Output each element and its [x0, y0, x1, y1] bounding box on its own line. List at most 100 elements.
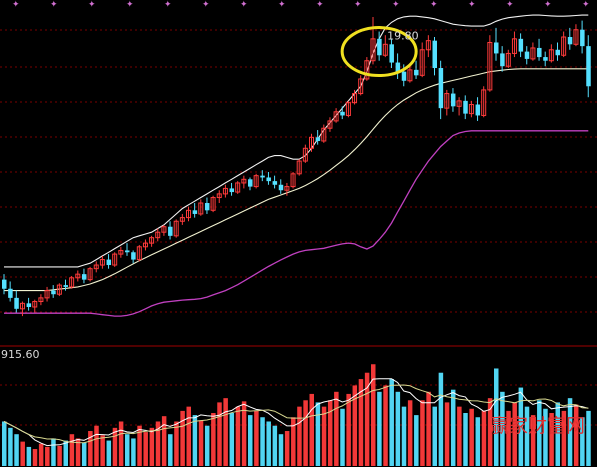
candle-body-51	[315, 137, 321, 141]
candle-body-0	[2, 279, 7, 289]
candle-body-29	[179, 217, 185, 222]
candle-body-18	[112, 253, 118, 266]
top-marker-8: ✦	[316, 0, 324, 10]
candle-body-22	[136, 246, 142, 261]
volume-bar-4	[26, 446, 32, 466]
volume-bar-42	[260, 417, 265, 466]
candle-body-47	[290, 173, 296, 188]
candle-body-58	[358, 78, 364, 95]
candle-body-92	[567, 37, 573, 45]
volume-bar-67	[414, 415, 419, 466]
volume-bar-70	[432, 406, 437, 466]
candle-body-53	[327, 120, 333, 129]
volume-bar-2	[14, 434, 19, 466]
volume-bar-95	[586, 410, 591, 466]
candle-body-8	[51, 290, 56, 295]
candle-body-73	[450, 93, 456, 107]
candle-body-37	[229, 188, 235, 193]
candle-body-71	[438, 68, 444, 109]
volume-bar-21	[131, 438, 136, 466]
volume-bar-43	[266, 421, 271, 466]
candle-body-12	[75, 273, 81, 279]
volume-bar-58	[358, 379, 364, 466]
volume-bar-23	[143, 432, 148, 466]
lower-band-line	[4, 130, 589, 317]
top-marker-10: ✦	[392, 0, 400, 10]
candle-body-9	[56, 284, 62, 295]
candle-body-83	[511, 38, 517, 54]
top-marker-0: ✦	[12, 0, 20, 10]
candle-body-17	[106, 259, 112, 266]
volume-bar-24	[149, 427, 155, 466]
candle-body-56	[345, 102, 351, 116]
volume-bar-68	[420, 400, 425, 466]
volume-bar-61	[377, 391, 382, 466]
volume-bar-41	[254, 410, 259, 466]
candle-body-57	[352, 93, 358, 104]
candle-body-40	[248, 179, 253, 187]
volume-bar-10	[63, 440, 68, 466]
volume-bar-80	[494, 368, 499, 466]
volume-bar-73	[450, 389, 456, 466]
candle-body-72	[444, 93, 450, 109]
volume-bar-55	[340, 408, 345, 466]
volume-bar-59	[364, 372, 370, 466]
candle-body-32	[198, 202, 204, 215]
candle-body-43	[266, 177, 271, 182]
candle-body-94	[580, 29, 585, 47]
candle-body-26	[161, 226, 167, 233]
volume-bar-14	[88, 431, 93, 466]
top-marker-15: ✦	[582, 0, 590, 10]
candle-body-84	[518, 38, 524, 52]
volume-bar-51	[315, 402, 321, 466]
volume-bar-18	[112, 427, 118, 466]
candle-body-88	[543, 57, 548, 61]
candle-body-13	[81, 274, 87, 280]
volume-series	[2, 364, 591, 466]
volume-axis-label: 915.60	[1, 348, 40, 361]
volume-bar-22	[137, 425, 142, 466]
candle-body-35	[216, 193, 222, 199]
volume-bar-56	[346, 393, 351, 466]
mid-band-line	[4, 68, 589, 292]
candle-body-11	[69, 277, 75, 288]
volume-bar-90	[555, 402, 560, 466]
volume-bar-66	[407, 400, 413, 466]
volume-bar-44	[272, 425, 278, 466]
candle-body-7	[44, 290, 50, 299]
volume-bar-54	[334, 391, 339, 466]
volume-bar-38	[235, 406, 241, 466]
volume-bar-5	[32, 449, 38, 466]
candle-body-41	[253, 175, 259, 188]
candle-body-34	[210, 197, 216, 211]
candle-body-33	[204, 203, 210, 211]
volume-bar-27	[168, 434, 173, 466]
candle-body-15	[93, 264, 99, 270]
candle-body-75	[463, 100, 468, 114]
top-marker-6: ✦	[240, 0, 248, 10]
volume-bar-62	[383, 385, 388, 466]
volume-bar-91	[561, 410, 567, 466]
volume-bar-25	[155, 421, 161, 466]
volume-bar-15	[94, 425, 99, 466]
candle-body-16	[99, 259, 105, 266]
candle-body-78	[481, 89, 487, 116]
candle-body-4	[26, 303, 32, 307]
candle-body-70	[432, 40, 437, 69]
candle-body-79	[487, 41, 493, 91]
candle-body-59	[364, 60, 370, 80]
volume-bar-74	[457, 406, 462, 466]
volume-bar-16	[100, 435, 105, 466]
candle-body-91	[561, 36, 567, 56]
top-marker-7: ✦	[278, 0, 286, 10]
candle-body-39	[241, 178, 247, 184]
candle-body-93	[573, 29, 579, 45]
volume-bar-81	[500, 391, 505, 466]
top-marker-5: ✦	[202, 0, 210, 10]
candle-body-44	[272, 181, 278, 185]
volume-bar-77	[475, 417, 481, 466]
volume-bar-34	[211, 413, 216, 466]
candle-body-3	[19, 302, 25, 310]
top-marker-12: ✦	[468, 0, 476, 10]
